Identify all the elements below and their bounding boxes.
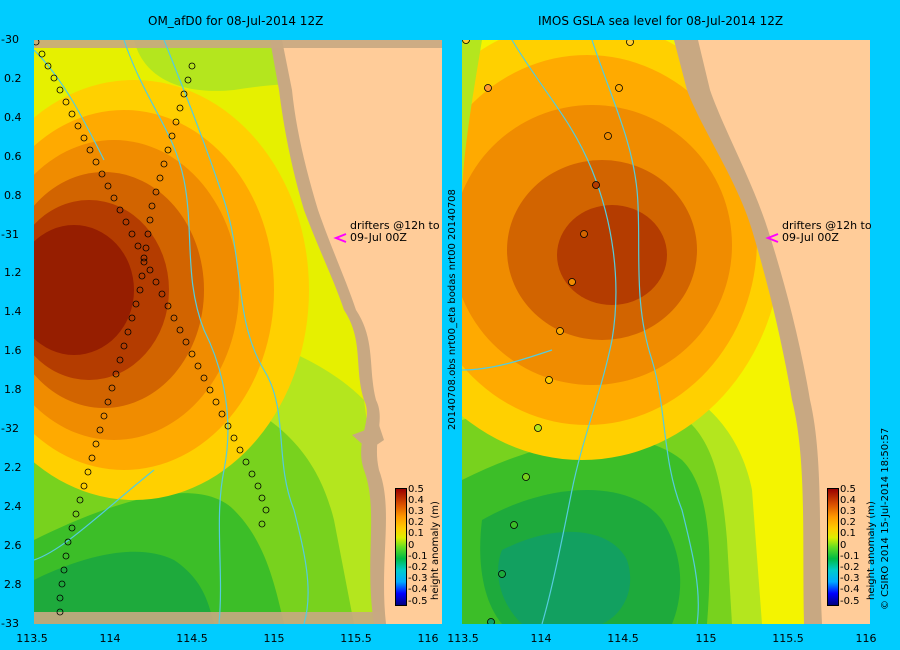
left-colorbar-title: height anomaly (m) bbox=[430, 501, 441, 600]
right-colorbar-title: height anomaly (m) bbox=[866, 501, 877, 600]
colorbar-tick: -0.1 bbox=[408, 551, 428, 562]
right-map-side-label: 20140708.obs nrt00_eta bodas nrt00 20140… bbox=[447, 189, 458, 430]
x-tick: 113.5 bbox=[16, 632, 48, 645]
colorbar-tick: 0.2 bbox=[840, 517, 856, 528]
y-tick: -33 bbox=[1, 617, 19, 630]
colorbar-tick: 0 bbox=[840, 540, 847, 551]
y-tick: 0.2 bbox=[4, 72, 22, 85]
y-tick: 2.8 bbox=[4, 578, 22, 591]
colorbar-tick: 0.5 bbox=[408, 484, 424, 495]
colorbar-tick: 0.2 bbox=[408, 517, 424, 528]
copyright-timestamp: © CSIRO 2014 15-Jul-2014 18:50:57 bbox=[880, 427, 891, 610]
y-tick: 0.6 bbox=[4, 150, 22, 163]
y-tick: 2.4 bbox=[4, 500, 22, 513]
colorbar-tick: 0.3 bbox=[840, 506, 856, 517]
right-map-title: IMOS GSLA sea level for 08-Jul-2014 12Z bbox=[538, 14, 784, 28]
drifter-track-dots bbox=[34, 40, 270, 616]
left-sea-level-map bbox=[34, 40, 442, 624]
right-map-panel bbox=[462, 40, 870, 624]
x-tick: 115 bbox=[263, 632, 285, 645]
left-map-panel bbox=[34, 40, 442, 624]
colorbar-tick: -0.4 bbox=[840, 584, 860, 595]
colorbar-tick: 0.3 bbox=[408, 506, 424, 517]
colorbar-tick: 0.5 bbox=[840, 484, 856, 495]
left-colorbar-gradient bbox=[395, 488, 407, 606]
y-tick: 1.6 bbox=[4, 344, 22, 357]
y-tick: -31 bbox=[1, 228, 19, 241]
x-tick: 114 bbox=[99, 632, 121, 645]
y-tick: 1.2 bbox=[4, 266, 22, 279]
left-map-title: OM_afD0 for 08-Jul-2014 12Z bbox=[148, 14, 324, 28]
right-sea-level-map bbox=[462, 40, 870, 624]
x-tick: 114.5 bbox=[607, 632, 639, 645]
y-tick: 0.4 bbox=[4, 111, 22, 124]
y-tick: 0.8 bbox=[4, 189, 22, 202]
colorbar-tick: -0.2 bbox=[408, 562, 428, 573]
y-tick: 2.2 bbox=[4, 461, 22, 474]
x-tick: 113.5 bbox=[447, 632, 479, 645]
x-tick: 115 bbox=[695, 632, 717, 645]
colorbar-tick: -0.5 bbox=[408, 596, 428, 607]
x-tick: 116 bbox=[417, 632, 439, 645]
colorbar-tick: 0.1 bbox=[840, 528, 856, 539]
colorbar-tick: 0.1 bbox=[408, 528, 424, 539]
x-tick: 114.5 bbox=[176, 632, 208, 645]
colorbar-tick: -0.2 bbox=[840, 562, 860, 573]
colorbar-tick: -0.5 bbox=[840, 596, 860, 607]
right-colorbar-gradient bbox=[827, 488, 839, 606]
x-tick: 115.5 bbox=[340, 632, 372, 645]
colorbar-tick: -0.1 bbox=[840, 551, 860, 562]
colorbar-tick: -0.4 bbox=[408, 584, 428, 595]
left-drifter-note-text: drifters @12h to 09-Jul 00Z bbox=[350, 219, 440, 244]
colorbar-tick: 0.4 bbox=[408, 495, 424, 506]
x-tick: 114 bbox=[530, 632, 552, 645]
colorbar-tick: 0.4 bbox=[840, 495, 856, 506]
y-tick: 1.4 bbox=[4, 305, 22, 318]
colorbar-tick: -0.3 bbox=[408, 573, 428, 584]
y-tick: 2.6 bbox=[4, 539, 22, 552]
observation-points bbox=[462, 40, 634, 624]
x-tick: 116 bbox=[855, 632, 877, 645]
right-drifter-note-text: drifters @12h to 09-Jul 00Z bbox=[782, 219, 872, 244]
right-drifter-note: drifters @12h to 09-Jul 00Z bbox=[782, 220, 872, 244]
colorbar-tick: -0.3 bbox=[840, 573, 860, 584]
y-tick: 1.8 bbox=[4, 383, 22, 396]
x-tick: 115.5 bbox=[772, 632, 804, 645]
colorbar-tick: 0 bbox=[408, 540, 415, 551]
y-tick: -30 bbox=[1, 33, 19, 46]
left-drifter-note: drifters @12h to 09-Jul 00Z bbox=[350, 220, 440, 244]
y-tick: -32 bbox=[1, 422, 19, 435]
